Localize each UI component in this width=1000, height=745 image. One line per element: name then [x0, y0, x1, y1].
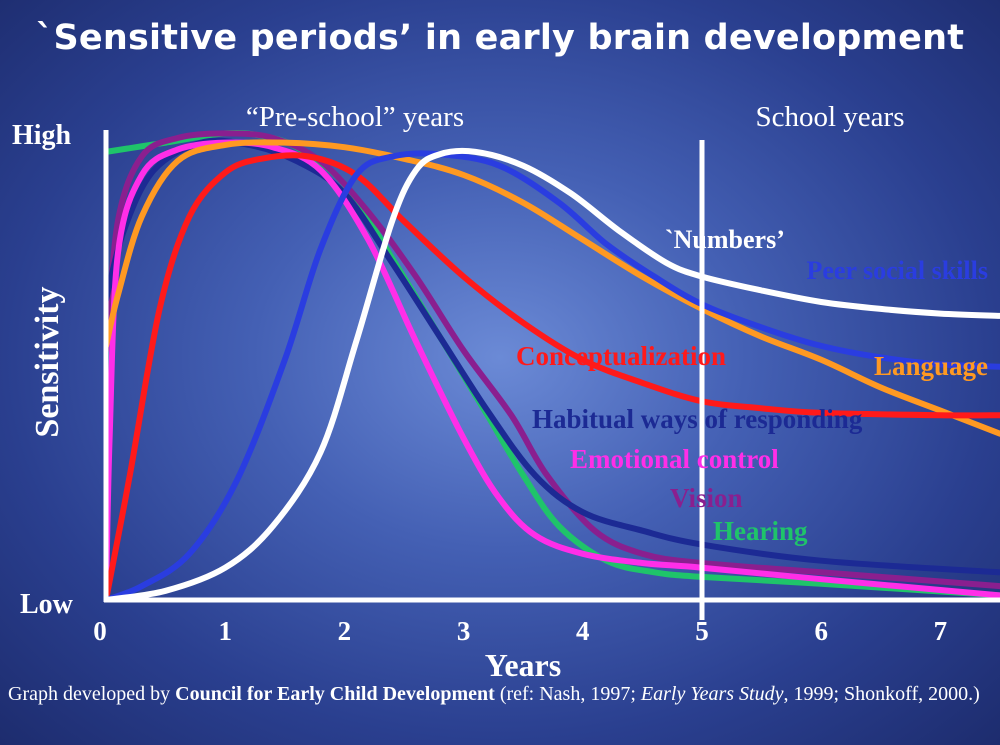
series-label-conceptualization: Conceptualization [516, 341, 726, 371]
labels: 0 1 2 3 4 5 6 7 Low High Years Sensitivity “Pre-scho… [12, 101, 988, 680]
series-label-hearing: Hearing [713, 516, 808, 546]
series-line-numbers [104, 147, 1000, 600]
series-label-language: Language [874, 351, 988, 381]
source-caption: Graph developed by Council for Early Chi… [8, 681, 993, 708]
caption-prefix: Graph developed by [8, 683, 176, 705]
sensitivity-chart: 0 1 2 3 4 5 6 7 Low High Years Sensitivity “Pre-scho… [12, 101, 1000, 680]
x-tick-label-7: 7 [934, 616, 948, 646]
series-line-emotional-control [104, 139, 1000, 600]
series-label-habitual-ways-of-responding: Habitual ways of responding [532, 404, 863, 434]
x-tick-label-0: 0 [93, 616, 107, 646]
x-tick-label-4: 4 [576, 616, 590, 646]
x-tick-label-2: 2 [338, 616, 352, 646]
y-tick-label-high: High [12, 120, 72, 151]
x-tick-label-1: 1 [218, 616, 232, 646]
x-tick-label-6: 6 [814, 616, 828, 646]
series-line-conceptualization [104, 152, 1000, 600]
series-lines [104, 129, 1000, 600]
series-label-numbers: `Numbers’ [665, 225, 785, 254]
series-line-language [104, 139, 1000, 437]
caption-organization: Council for Early Child Development [175, 683, 495, 705]
series-line-peer-social-skills [104, 150, 1000, 600]
caption-book: Early Years Study [640, 683, 784, 705]
series-label-peer-social-skills: Peer social skills [806, 256, 988, 285]
series-label-emotional-control: Emotional control [570, 444, 779, 474]
x-tick-label-3: 3 [457, 616, 471, 646]
axes [103, 130, 1000, 620]
chart-title: `Sensitive periods’ in early brain devel… [35, 18, 965, 58]
series-label-vision: Vision [670, 483, 743, 513]
y-axis-title: Sensitivity [29, 286, 66, 437]
y-tick-label-low: Low [20, 589, 74, 620]
region-label-preschool: “Pre-school” years [246, 101, 464, 133]
x-axis-title: Years [485, 647, 561, 680]
caption-ref-close: , 1999; Shonkoff, 2000.) [783, 683, 980, 705]
region-label-school: School years [756, 101, 905, 133]
x-tick-label-5: 5 [695, 616, 709, 646]
caption-ref-open: (ref: Nash, 1997; [494, 683, 641, 705]
